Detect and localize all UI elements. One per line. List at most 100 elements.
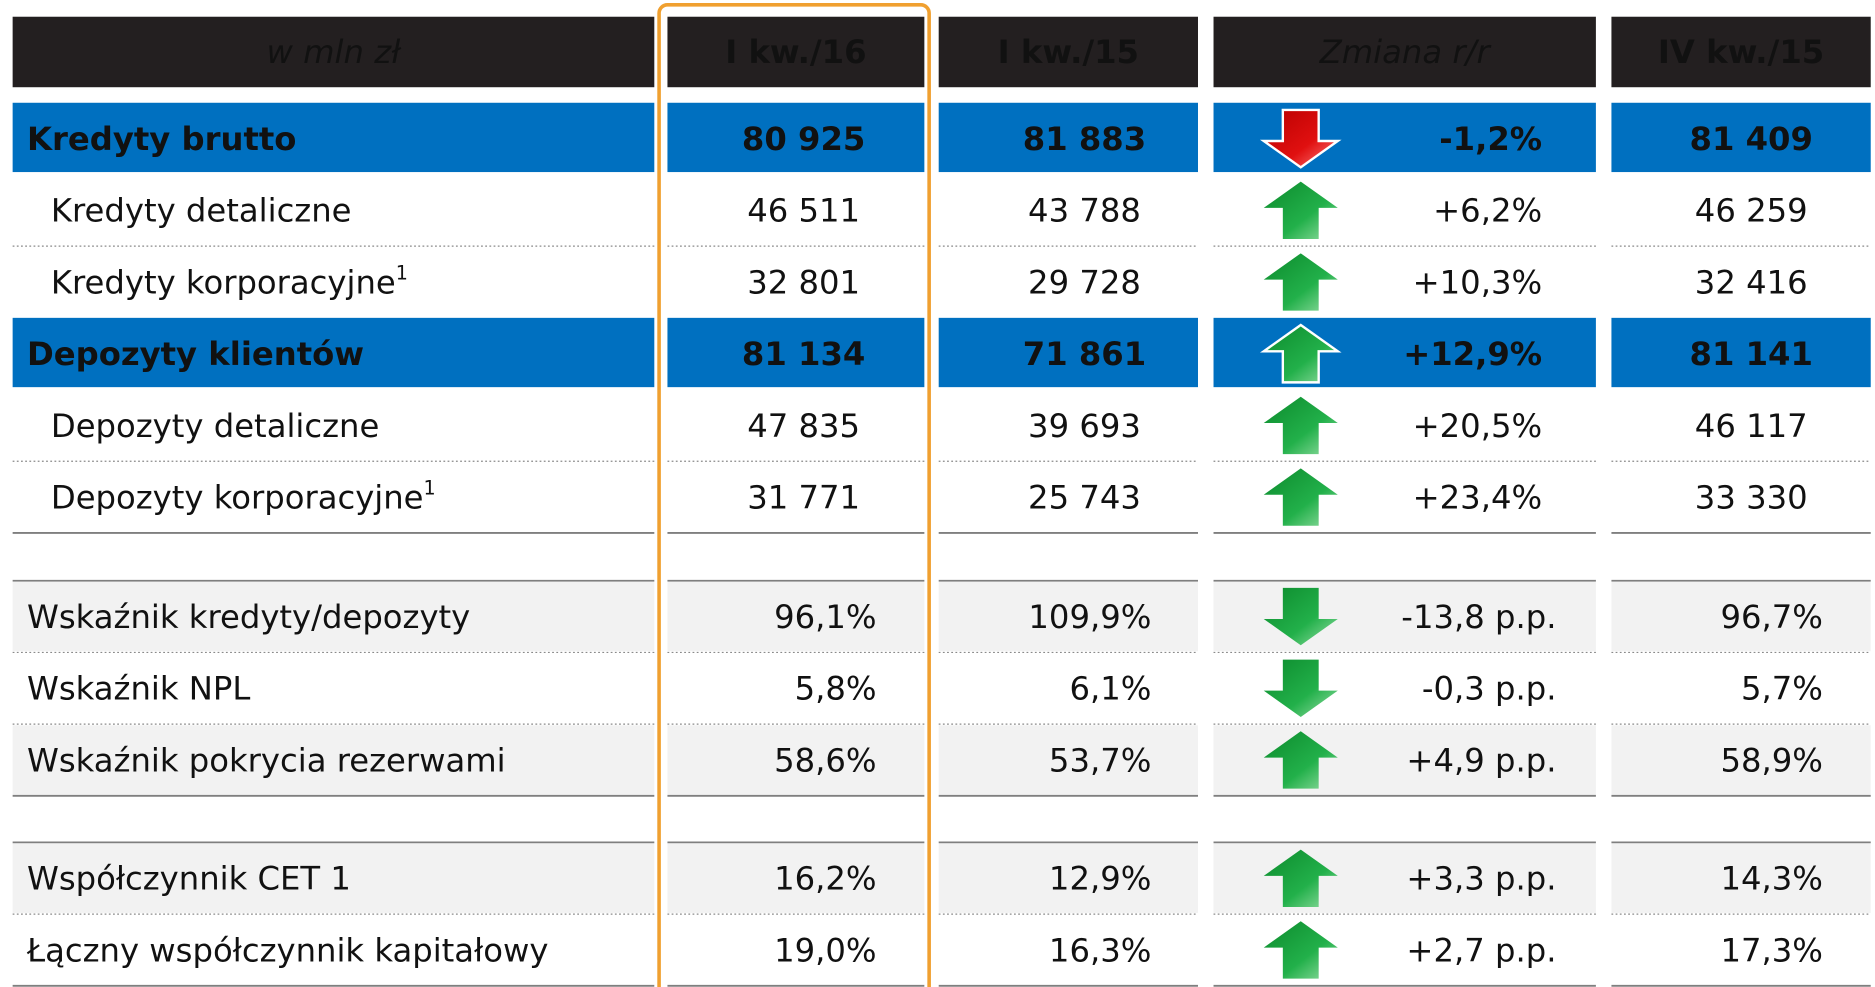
header-cell [12,16,655,88]
row-label: Depozyty klientów [27,335,364,373]
header-label: Zmiana r/r [1319,33,1492,71]
row-shade [1611,843,1871,913]
selected-column-outline [657,2,931,987]
arrow-up [1263,181,1338,239]
footnote-mark: 1 [424,477,436,500]
row-highlight [12,317,655,388]
cell-value: 6,1% [1069,670,1151,708]
label-text: Wskaźnik pokrycia rezerwami [27,741,506,779]
cell-value: 47 835 [747,407,860,445]
row-shade [938,653,1198,723]
cell-value: 25 743 [1028,478,1141,516]
row-shade [938,725,1198,795]
cell-value: 16,2% [774,860,876,898]
row-highlight [938,317,1198,388]
row-shade [1213,653,1596,723]
row-label: Kredyty korporacyjne1 [51,261,408,301]
change-value: +10,3% [1413,263,1542,301]
cell-value: 71 861 [1023,335,1146,373]
arrow-up [1263,731,1338,789]
label-text: Depozyty detaliczne [51,407,379,445]
row-label: Współczynnik CET 1 [27,860,351,898]
cell-value: 53,7% [1049,741,1151,779]
label-text: Łączny współczynnik kapitałowy [26,931,548,969]
change-value: +4,9 p.p. [1406,741,1556,779]
header-cell [667,16,925,88]
arrow-down [1263,659,1338,717]
cell-value: 96,7% [1720,598,1822,636]
row-shade [12,653,655,723]
row-label: Kredyty brutto [27,120,296,158]
cell-value: 5,8% [795,670,877,708]
header-label: w mln zł [267,33,403,71]
change-value: +12,9% [1403,335,1542,373]
header-label: I kw./16 [725,33,866,71]
row-label: Wskaźnik NPL [27,670,250,708]
cell-value: 96,1% [774,598,876,636]
label-text: Współczynnik CET 1 [27,860,351,898]
cell-value: 5,7% [1741,670,1823,708]
label-text: Depozyty klientów [27,335,364,373]
row-shade [667,915,925,985]
cell-value: 58,9% [1720,741,1822,779]
cell-value: 17,3% [1720,931,1822,969]
row-label: Łączny współczynnik kapitałowy [26,931,548,969]
label-text: Kredyty detaliczne [51,192,352,230]
arrow-down [1263,587,1338,646]
row-highlight [1213,102,1596,173]
cell-value: 109,9% [1028,598,1151,636]
label-text: Kredyty korporacyjne [51,263,396,301]
cell-value: 32 416 [1695,263,1808,301]
arrow-up [1263,253,1338,311]
header-cell [1611,16,1871,88]
row-shade [1213,915,1596,985]
row-shade [938,915,1198,985]
row-shade [12,725,655,795]
header-cell [938,16,1198,88]
footnote-mark: 1 [396,261,408,284]
row-shade [12,843,655,913]
header-label: I kw./15 [998,33,1139,71]
row-highlight [1611,102,1871,173]
row-shade [1611,653,1871,723]
change-value: -1,2% [1439,120,1542,158]
row-shade [938,581,1198,652]
row-shade [12,581,655,652]
header-label: IV kw./15 [1658,33,1824,71]
arrow-up [1263,468,1338,526]
row-shade [1213,581,1596,652]
cell-value: 31 771 [747,478,860,516]
cell-value: 14,3% [1720,860,1822,898]
row-shade [938,843,1198,913]
row-label: Kredyty detaliczne [51,192,352,230]
row-shade [1611,725,1871,795]
cell-value: 81 883 [1023,120,1146,158]
label-text: Kredyty brutto [27,120,296,158]
row-shade [12,915,655,985]
row-shade [1213,725,1596,795]
row-shade [667,653,925,723]
arrow-up [1263,396,1338,455]
row-shade [1611,581,1871,652]
change-value: +23,4% [1413,478,1542,516]
cell-value: 80 925 [742,120,865,158]
change-value: -0,3 p.p. [1422,670,1557,708]
change-value: +3,3 p.p. [1406,860,1556,898]
cell-value: 46 511 [747,192,860,230]
row-highlight [667,102,925,173]
row-shade [667,843,925,913]
row-shade [667,725,925,795]
change-value: +20,5% [1413,407,1542,445]
arrow-up [1263,849,1338,907]
row-highlight [1611,317,1871,388]
cell-value: 16,3% [1049,931,1151,969]
cell-value: 43 788 [1028,192,1141,230]
row-label: Depozyty detaliczne [51,407,379,445]
label-text: Wskaźnik NPL [27,670,250,708]
cell-value: 81 134 [742,335,865,373]
row-highlight [12,102,655,173]
header-cell [1213,16,1596,88]
arrow-down [1259,108,1342,169]
row-label: Wskaźnik pokrycia rezerwami [27,741,506,779]
